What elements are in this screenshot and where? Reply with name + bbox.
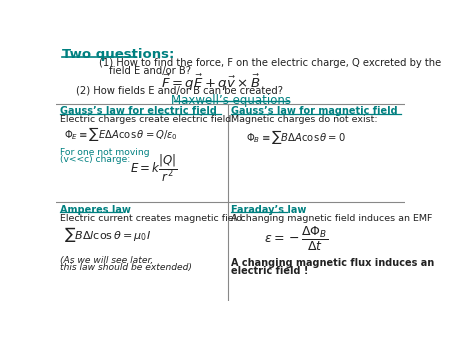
- Text: this law should be extended): this law should be extended): [60, 263, 192, 272]
- Text: (2) How fields E and/or B can be created?: (2) How fields E and/or B can be created…: [76, 85, 283, 95]
- Text: For one not moving: For one not moving: [60, 148, 150, 158]
- Text: Faraday’s law: Faraday’s law: [231, 204, 307, 215]
- Text: $\Phi_E \equiv \sum E\Delta A\cos\theta = Q/\varepsilon_0$: $\Phi_E \equiv \sum E\Delta A\cos\theta …: [64, 125, 178, 143]
- Text: Gauss’s law for magnetic field: Gauss’s law for magnetic field: [231, 106, 398, 116]
- Text: Electric charges create electric field:: Electric charges create electric field:: [60, 115, 234, 124]
- Text: (As we will see later,: (As we will see later,: [60, 256, 153, 265]
- Text: field E and/or B?: field E and/or B?: [109, 66, 191, 76]
- Text: A changing magnetic flux induces an: A changing magnetic flux induces an: [231, 259, 435, 268]
- Text: Amperes law: Amperes law: [60, 204, 131, 215]
- Text: Two questions:: Two questions:: [63, 48, 175, 61]
- Text: (1) How to find the force, F on the electric charge, Q excreted by the: (1) How to find the force, F on the elec…: [99, 58, 441, 68]
- Text: $E = k\dfrac{|Q|}{r^2}$: $E = k\dfrac{|Q|}{r^2}$: [130, 152, 178, 184]
- Text: Gauss’s law for electric field: Gauss’s law for electric field: [60, 106, 217, 116]
- Text: Electric current creates magnetic field:: Electric current creates magnetic field:: [60, 214, 246, 223]
- Text: A changing magnetic field induces an EMF: A changing magnetic field induces an EMF: [231, 214, 433, 223]
- Text: (v<<c) charge:: (v<<c) charge:: [60, 155, 130, 164]
- Text: Maxwell’s equations: Maxwell’s equations: [171, 94, 291, 107]
- Text: electric field !: electric field !: [231, 266, 309, 276]
- Text: $\vec{F} = q\vec{E} + q\vec{v} \times \vec{B}$: $\vec{F} = q\vec{E} + q\vec{v} \times \v…: [162, 73, 261, 93]
- Text: $\varepsilon = -\dfrac{\Delta\Phi_B}{\Delta t}$: $\varepsilon = -\dfrac{\Delta\Phi_B}{\De…: [264, 225, 328, 254]
- Text: $\sum B\Delta l\cos\theta = \mu_0 I$: $\sum B\Delta l\cos\theta = \mu_0 I$: [64, 224, 151, 244]
- Text: Magnetic charges do not exist:: Magnetic charges do not exist:: [231, 115, 378, 124]
- Text: $\Phi_B \equiv \sum B\Delta A\cos\theta = 0$: $\Phi_B \equiv \sum B\Delta A\cos\theta …: [246, 127, 346, 146]
